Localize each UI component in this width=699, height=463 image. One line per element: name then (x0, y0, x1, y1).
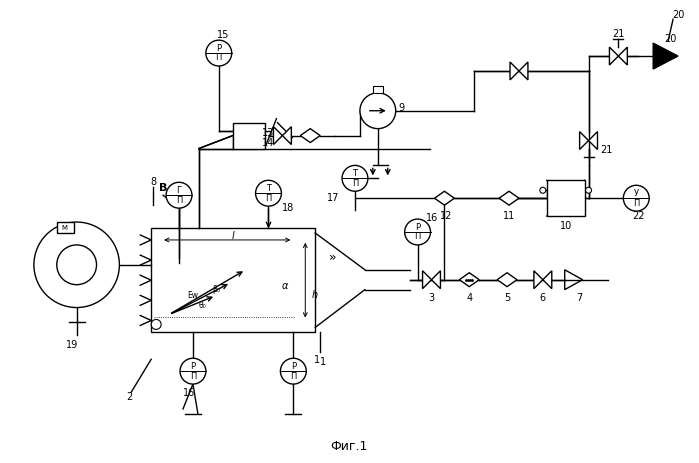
Text: α: α (282, 281, 289, 291)
Circle shape (206, 40, 231, 66)
Text: Р: Р (190, 362, 196, 371)
Text: 11: 11 (503, 211, 515, 221)
Text: 17: 17 (327, 193, 339, 203)
Text: 18: 18 (282, 203, 294, 213)
Text: l: l (231, 231, 234, 241)
Polygon shape (423, 271, 431, 288)
Circle shape (166, 182, 192, 208)
Bar (547, 180, 584, 216)
Polygon shape (653, 43, 678, 69)
Text: h: h (311, 290, 317, 300)
Text: П: П (352, 179, 358, 188)
Text: 21: 21 (600, 145, 612, 156)
Bar (233, 123, 264, 149)
Circle shape (624, 185, 649, 211)
Polygon shape (459, 273, 480, 287)
Circle shape (34, 222, 120, 307)
Circle shape (360, 93, 396, 129)
Text: 20: 20 (664, 34, 676, 44)
Text: 3: 3 (428, 293, 435, 303)
Text: 20: 20 (672, 10, 684, 20)
Polygon shape (610, 47, 619, 65)
Text: П: П (266, 194, 272, 203)
Polygon shape (519, 62, 528, 80)
Polygon shape (282, 127, 291, 144)
Text: Т: Т (352, 169, 357, 178)
Text: П: П (415, 232, 421, 241)
Text: Р: Р (291, 362, 296, 371)
Text: Фиг.1: Фиг.1 (331, 440, 368, 453)
Text: 16: 16 (183, 388, 195, 398)
Text: Р: Р (216, 44, 222, 53)
Text: β₀: β₀ (212, 285, 219, 294)
Text: Т: Т (266, 184, 271, 193)
Polygon shape (589, 131, 598, 150)
Polygon shape (543, 271, 552, 288)
Bar (57, 222, 73, 233)
Polygon shape (619, 47, 627, 65)
Text: П: П (215, 54, 222, 63)
Polygon shape (497, 273, 517, 287)
Text: 8: 8 (150, 177, 157, 188)
Circle shape (405, 219, 431, 245)
Polygon shape (510, 62, 519, 80)
Circle shape (540, 187, 546, 193)
Polygon shape (435, 191, 454, 205)
Polygon shape (534, 271, 543, 288)
Text: 21: 21 (612, 29, 625, 39)
Text: В: В (159, 183, 167, 193)
Text: 4: 4 (466, 293, 473, 303)
Text: 13: 13 (262, 128, 275, 138)
Text: 2: 2 (127, 392, 132, 402)
Text: 7: 7 (577, 293, 583, 303)
Text: П: П (633, 199, 640, 207)
Polygon shape (579, 131, 589, 150)
Text: 15: 15 (217, 30, 229, 40)
Polygon shape (301, 129, 320, 143)
Circle shape (280, 358, 306, 384)
Text: 9: 9 (398, 103, 405, 113)
Text: M: M (375, 87, 381, 93)
Polygon shape (499, 191, 519, 205)
Text: 5: 5 (504, 293, 510, 303)
Text: 22: 22 (632, 211, 644, 221)
Text: ρ: ρ (154, 321, 159, 327)
Text: Г: Г (176, 186, 182, 195)
Bar (151, 228, 315, 332)
Circle shape (586, 187, 591, 193)
Text: 14: 14 (262, 138, 275, 148)
Text: M: M (62, 225, 68, 231)
Text: 1: 1 (320, 357, 326, 367)
Text: θ₀: θ₀ (199, 301, 207, 310)
Circle shape (180, 358, 206, 384)
Text: 10: 10 (560, 221, 572, 231)
Text: »: » (329, 251, 337, 264)
Text: Ew: Ew (187, 291, 199, 300)
Text: У: У (634, 189, 639, 198)
Text: 12: 12 (440, 211, 453, 221)
Bar (373, 86, 383, 93)
Circle shape (256, 180, 282, 206)
Text: П: П (176, 196, 182, 205)
Text: 6: 6 (540, 293, 546, 303)
Text: Р: Р (415, 223, 420, 232)
Polygon shape (431, 271, 440, 288)
Circle shape (151, 319, 161, 329)
Text: 19: 19 (66, 340, 78, 350)
Polygon shape (273, 127, 282, 144)
Text: П: П (189, 372, 196, 381)
Circle shape (57, 245, 96, 285)
Text: 1: 1 (314, 355, 320, 365)
Text: П: П (290, 372, 296, 381)
Circle shape (342, 165, 368, 191)
Text: 16: 16 (426, 213, 439, 223)
